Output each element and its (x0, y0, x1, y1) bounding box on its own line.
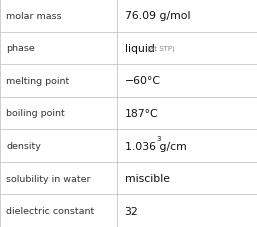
Bar (117, 195, 257, 227)
Bar (0, 32, 117, 65)
Bar (117, 0, 257, 32)
Bar (117, 97, 257, 130)
Bar (117, 65, 257, 97)
Text: boiling point: boiling point (6, 109, 65, 118)
Text: molar mass: molar mass (6, 12, 62, 21)
Bar (0, 130, 117, 162)
Bar (117, 130, 257, 162)
Bar (0, 162, 117, 195)
Text: dielectric constant: dielectric constant (6, 206, 95, 215)
Bar (117, 162, 257, 195)
Text: 1.036 g/cm: 1.036 g/cm (125, 141, 186, 151)
Text: phase: phase (6, 44, 35, 53)
Bar (0, 97, 117, 130)
Text: liquid: liquid (125, 44, 154, 54)
Text: density: density (6, 141, 41, 151)
Bar (0, 195, 117, 227)
Text: 76.09 g/mol: 76.09 g/mol (125, 11, 190, 21)
Bar (0, 65, 117, 97)
Text: solubility in water: solubility in water (6, 174, 91, 183)
Bar (0, 0, 117, 32)
Text: 3: 3 (157, 136, 161, 142)
Bar (117, 32, 257, 65)
Text: −60°C: −60°C (125, 76, 161, 86)
Text: melting point: melting point (6, 76, 70, 86)
Text: 32: 32 (125, 206, 139, 216)
Text: 187°C: 187°C (125, 109, 158, 118)
Text: (at STP): (at STP) (145, 45, 175, 52)
Text: miscible: miscible (125, 173, 170, 183)
